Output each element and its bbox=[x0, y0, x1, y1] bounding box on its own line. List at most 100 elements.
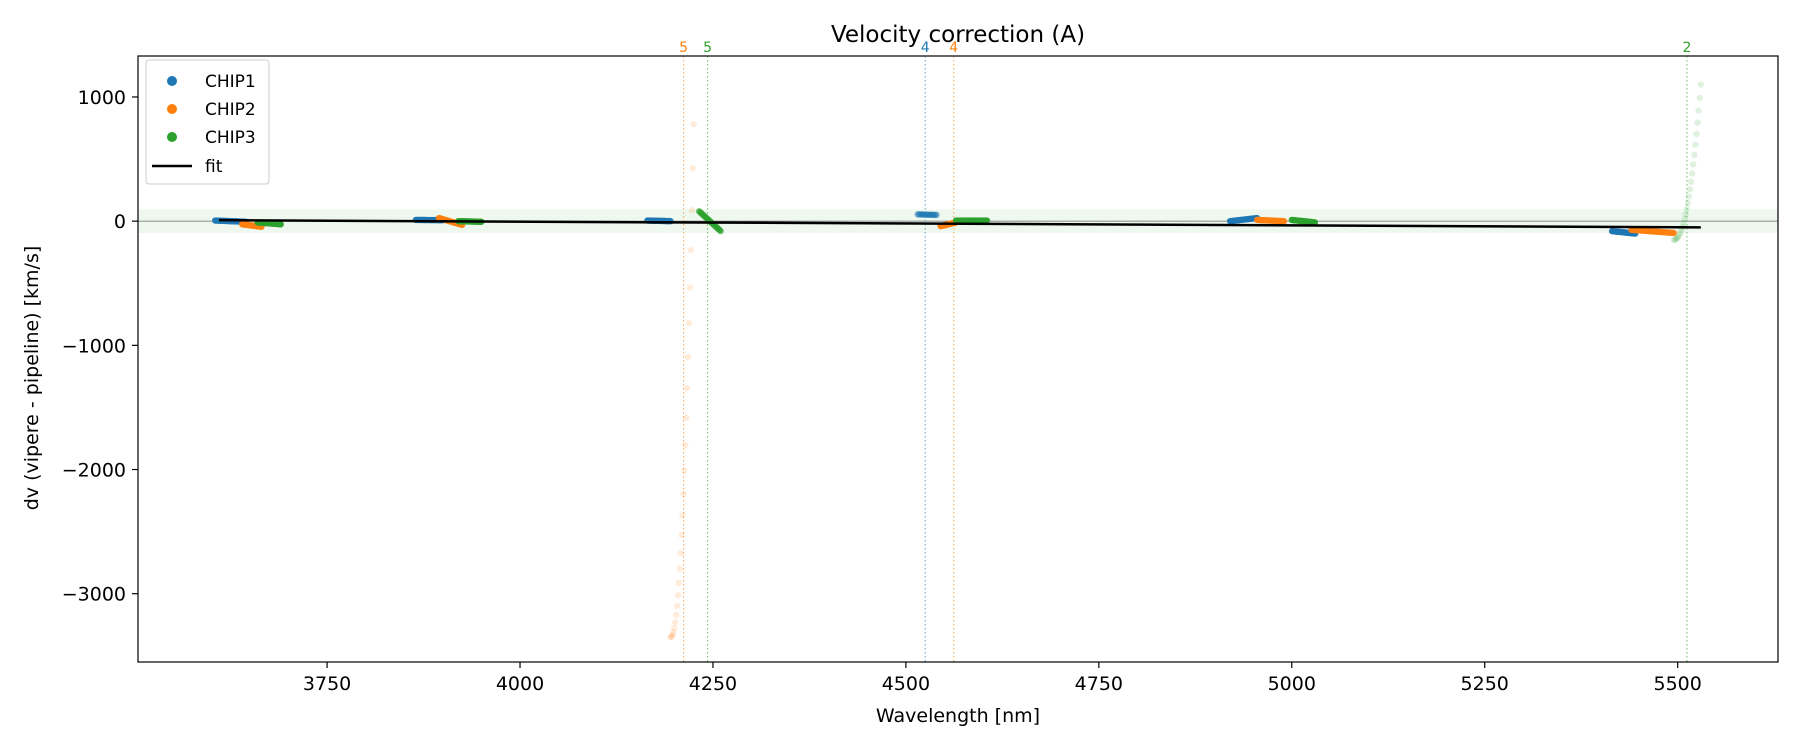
data-point bbox=[1676, 232, 1683, 239]
data-point bbox=[1690, 161, 1697, 168]
data-point bbox=[277, 221, 284, 228]
data-point bbox=[921, 211, 928, 218]
legend: CHIP1 CHIP2 CHIP3 fit bbox=[145, 59, 270, 185]
data-point bbox=[679, 512, 686, 519]
data-point bbox=[682, 441, 689, 449]
y-tick-label: 1000 bbox=[78, 87, 126, 109]
fit-line bbox=[219, 218, 1701, 229]
data-point bbox=[1681, 215, 1688, 223]
legend-marker-chip1 bbox=[167, 76, 177, 86]
data-point bbox=[668, 633, 675, 640]
data-point bbox=[932, 211, 940, 219]
y-tick-label: 0 bbox=[114, 211, 126, 233]
axes-frame bbox=[137, 55, 1779, 663]
x-tick-label: 4000 bbox=[496, 673, 544, 695]
data-point bbox=[983, 217, 991, 224]
data-point bbox=[927, 211, 934, 218]
x-tick-label: 5000 bbox=[1268, 673, 1316, 695]
legend-marker-chip2 bbox=[167, 104, 177, 114]
data-point bbox=[1687, 178, 1695, 185]
data-point bbox=[689, 165, 696, 172]
data-point bbox=[918, 211, 925, 218]
data-point bbox=[1685, 193, 1693, 200]
data-point bbox=[670, 629, 677, 636]
data-point bbox=[686, 284, 694, 291]
data-point bbox=[1673, 235, 1681, 242]
data-point bbox=[1672, 235, 1680, 243]
chart-title: Velocity correction (A) bbox=[831, 22, 1085, 48]
data-point bbox=[928, 211, 936, 219]
data-point bbox=[681, 467, 688, 474]
data-point bbox=[676, 565, 683, 573]
legend-label-fit: fit bbox=[205, 157, 223, 177]
y-tick-label: −3000 bbox=[62, 584, 126, 606]
order-marker-label: 2 bbox=[1682, 40, 1691, 56]
data-point bbox=[669, 631, 676, 639]
data-point bbox=[1697, 81, 1705, 88]
data-point bbox=[671, 624, 678, 632]
data-point bbox=[926, 211, 934, 218]
data-point bbox=[933, 211, 940, 219]
x-tick-label: 5500 bbox=[1653, 673, 1701, 695]
x-tick-label: 5250 bbox=[1461, 673, 1509, 695]
y-axis-label: dv (vipere - pipeline) [km/s] bbox=[21, 246, 43, 511]
data-point bbox=[930, 211, 937, 219]
data-point bbox=[1311, 219, 1319, 226]
data-point bbox=[1674, 233, 1682, 241]
data-point bbox=[1692, 141, 1699, 148]
x-tick-label: 3750 bbox=[303, 673, 351, 695]
y-tick-label: −2000 bbox=[62, 460, 126, 482]
data-point bbox=[673, 602, 681, 610]
data-point bbox=[914, 211, 921, 218]
data-point bbox=[684, 353, 692, 360]
order-marker-label: 5 bbox=[679, 40, 688, 56]
data-point bbox=[1280, 217, 1288, 225]
legend-label-chip1: CHIP1 bbox=[205, 72, 256, 92]
data-point bbox=[1696, 94, 1703, 102]
data-point bbox=[1678, 227, 1685, 234]
data-point bbox=[918, 211, 926, 218]
x-axis-label: Wavelength [nm] bbox=[876, 705, 1040, 727]
data-point bbox=[683, 414, 690, 421]
data-point bbox=[671, 619, 679, 626]
data-point bbox=[922, 211, 929, 218]
data-point bbox=[678, 531, 685, 539]
data-point bbox=[1693, 130, 1700, 138]
plot-area: 5 5 4 4 2 3750 4000 4250 4500 4750 5000 5250 5500 −30… bbox=[62, 40, 1779, 695]
data-point bbox=[923, 211, 930, 218]
data-layer bbox=[138, 56, 1778, 662]
data-point bbox=[924, 211, 931, 218]
data-point bbox=[683, 385, 691, 392]
data-point bbox=[931, 211, 938, 219]
legend-frame bbox=[145, 59, 270, 185]
x-tick-label: 4750 bbox=[1075, 673, 1123, 695]
data-point bbox=[919, 211, 927, 218]
data-point bbox=[717, 227, 724, 235]
data-point bbox=[1686, 186, 1694, 193]
data-point bbox=[920, 211, 927, 218]
x-tick-label: 4250 bbox=[689, 673, 737, 695]
data-point bbox=[675, 579, 683, 587]
data-point bbox=[925, 211, 933, 218]
order-marker-label: 4 bbox=[949, 40, 958, 56]
order-marker-label: 5 bbox=[703, 40, 712, 56]
legend-label-chip2: CHIP2 bbox=[205, 100, 256, 120]
data-point bbox=[1671, 236, 1679, 243]
data-point bbox=[1677, 229, 1684, 237]
data-point bbox=[932, 211, 939, 219]
data-point bbox=[1695, 107, 1702, 114]
data-point bbox=[688, 207, 696, 214]
data-point bbox=[929, 211, 937, 219]
data-point bbox=[690, 121, 697, 128]
data-point bbox=[915, 211, 923, 218]
data-point bbox=[928, 211, 935, 218]
data-point bbox=[672, 611, 680, 619]
data-point bbox=[922, 211, 930, 218]
order-marker-label: 4 bbox=[921, 40, 930, 56]
data-point bbox=[1684, 199, 1692, 207]
legend-label-chip3: CHIP3 bbox=[205, 128, 256, 148]
series-chip3 bbox=[254, 81, 1705, 243]
data-point bbox=[1670, 229, 1678, 237]
y-tick-label: −1000 bbox=[62, 335, 126, 357]
